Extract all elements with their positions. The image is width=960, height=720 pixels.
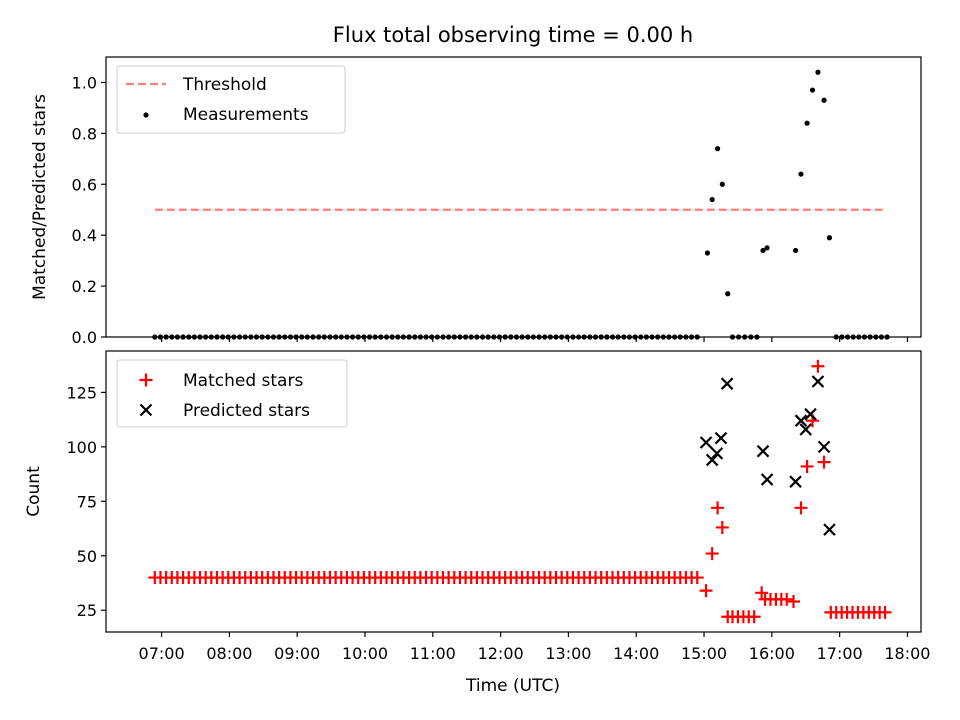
predicted-star-point <box>799 423 813 436</box>
y-axis-label: Count <box>24 466 44 517</box>
y-tick-label: 0.2 <box>72 277 97 296</box>
measurement-point <box>725 291 731 297</box>
measurement-point <box>704 250 711 256</box>
matched-star-point <box>705 547 719 561</box>
predicted-star-point <box>720 377 734 390</box>
y-tick-label: 0.0 <box>72 328 97 347</box>
measurement-point <box>821 97 827 103</box>
measurement-point <box>798 171 804 177</box>
measurement-point <box>714 146 721 152</box>
matched-star-point <box>715 520 729 534</box>
predicted-star-point <box>705 453 719 467</box>
y-tick-label: 0.4 <box>72 226 97 245</box>
y-tick-label: 0.6 <box>72 175 97 194</box>
matched-star-point <box>794 501 808 515</box>
matched-star-point <box>817 455 831 469</box>
plot-frame <box>105 56 922 338</box>
x-tick-label: 11:00 <box>410 644 456 663</box>
x-axis-label: Time (UTC) <box>465 676 560 696</box>
y-tick-label: 25 <box>77 601 97 620</box>
matched-star-point <box>699 584 713 598</box>
measurement-point <box>760 247 766 254</box>
matched-star-point <box>711 501 725 515</box>
matched-star-point <box>811 359 825 373</box>
matched-star-point <box>690 571 704 585</box>
predicted-star-point <box>699 436 713 449</box>
predicted-star-point <box>789 475 802 488</box>
measurement-point <box>826 235 833 241</box>
legend: Threshold Measurements <box>116 65 346 134</box>
matched-star-point <box>878 605 892 619</box>
x-tick-label: 13:00 <box>545 644 591 663</box>
matched-star-point <box>780 592 794 606</box>
predicted-star-point <box>804 407 817 421</box>
x-tick-label: 14:00 <box>613 644 659 663</box>
x-tick-label: 12:00 <box>478 644 524 663</box>
x-tick-label: 09:00 <box>274 644 320 663</box>
measurements-panel: 0.0 0.2 0.4 0.6 0.8 1.0 Matched/Predicted star… <box>30 56 922 347</box>
measurement-point <box>709 196 715 203</box>
chart-title: Flux total observing time = 0.00 h <box>333 23 693 47</box>
legend-measurements-swatch <box>143 112 149 118</box>
x-tick-label: 10:00 <box>342 644 388 663</box>
predicted-star-point <box>794 414 808 427</box>
predicted-star-point <box>756 444 770 458</box>
matched-star-point <box>747 610 761 624</box>
x-tick-label: 08:00 <box>206 644 252 663</box>
measurement-point <box>792 247 799 254</box>
matched-star-point <box>800 459 814 473</box>
predicted-star-point <box>760 473 774 486</box>
y-tick-label: 50 <box>77 547 97 566</box>
x-tick-label: 07:00 <box>139 644 185 663</box>
legend: Matched stars Predicted stars <box>116 359 348 428</box>
counts-panel: 07:00 08:00 09:00 10:00 11:00 12:00 13:00 14:00… <box>24 350 930 663</box>
measurement-point <box>804 120 810 126</box>
legend-predicted-label: Predicted stars <box>183 401 310 421</box>
x-tick-label: 17:00 <box>817 644 863 663</box>
predicted-star-point <box>817 440 831 454</box>
predicted-star-point <box>823 523 836 536</box>
measurement-point <box>719 181 725 187</box>
matched-star-point <box>787 595 801 609</box>
x-tick-label: 18:00 <box>884 644 930 663</box>
predicted-star-point <box>714 431 728 445</box>
legend-matched-label: Matched stars <box>183 371 303 391</box>
legend-matched-swatch <box>139 373 153 387</box>
legend-predicted-swatch <box>139 403 153 417</box>
y-tick-label: 0.8 <box>72 124 97 143</box>
x-tick-label: 15:00 <box>681 644 727 663</box>
plot-frame <box>105 350 922 633</box>
x-tick-label: 16:00 <box>749 644 795 663</box>
legend-measurements-label: Measurements <box>183 105 309 125</box>
y-tick-label: 100 <box>66 438 97 457</box>
predicted-star-point <box>710 447 724 460</box>
matched-star-point <box>755 586 769 600</box>
legend-threshold-label: Threshold <box>182 75 267 95</box>
legend-box <box>116 65 346 134</box>
y-tick-label: 75 <box>77 492 97 511</box>
measurement-point <box>764 245 770 251</box>
y-tick-label: 125 <box>66 383 97 402</box>
predicted-star-point <box>811 375 825 388</box>
y-axis-label: Matched/Predicted stars <box>30 94 50 300</box>
measurement-point <box>815 69 821 75</box>
measurement-point <box>809 87 816 93</box>
y-tick-label: 1.0 <box>72 73 97 92</box>
legend-box <box>116 359 348 428</box>
